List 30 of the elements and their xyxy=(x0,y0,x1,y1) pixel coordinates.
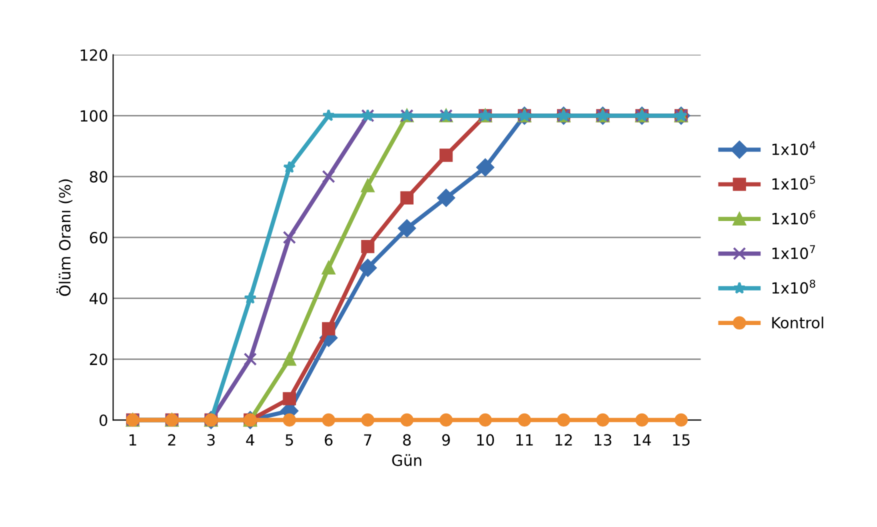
legend-label: 1x10$^{6}$ xyxy=(772,210,816,224)
legend-label: 1x10$^{7}$ xyxy=(772,245,816,260)
legend-label: 1x10$^{4}$ xyxy=(772,141,816,156)
legend-label: 1x10$^{5}$ xyxy=(772,176,815,190)
x-tick-label: 1 xyxy=(130,434,136,446)
y-tick-label: 0 xyxy=(100,414,108,426)
x-tick-label: 5 xyxy=(286,434,293,446)
x-tick-label: 6 xyxy=(324,434,332,446)
legend-label: 1x10$^{8}$ xyxy=(772,280,816,294)
y-tick-label: 60 xyxy=(90,232,108,244)
y-tick-label: 120 xyxy=(80,49,108,61)
y-tick-label: 40 xyxy=(90,292,108,304)
x-tick-label: 10 xyxy=(477,434,494,446)
y-axis-title: Ölüm Oranı (%) xyxy=(56,179,72,296)
x-tick-label: 12 xyxy=(556,434,572,446)
x-tick-label: 15 xyxy=(673,434,690,446)
y-tick-label: 80 xyxy=(90,171,108,183)
x-tick-label: 8 xyxy=(403,434,411,446)
x-tick-label: 9 xyxy=(442,434,450,446)
x-tick-label: 2 xyxy=(168,434,176,446)
x-tick-label: 4 xyxy=(246,434,254,446)
x-tick-label: 13 xyxy=(594,434,612,446)
x-tick-label: 3 xyxy=(207,434,215,446)
x-tick-label: 7 xyxy=(364,434,372,446)
x-tick-label: 14 xyxy=(634,434,651,446)
y-tick-label: 100 xyxy=(80,110,108,122)
y-tick-label: 20 xyxy=(90,354,108,366)
x-axis-title: Gün xyxy=(392,454,422,466)
x-tick-label: 11 xyxy=(516,434,533,446)
legend-label: Kontrol xyxy=(772,316,824,328)
